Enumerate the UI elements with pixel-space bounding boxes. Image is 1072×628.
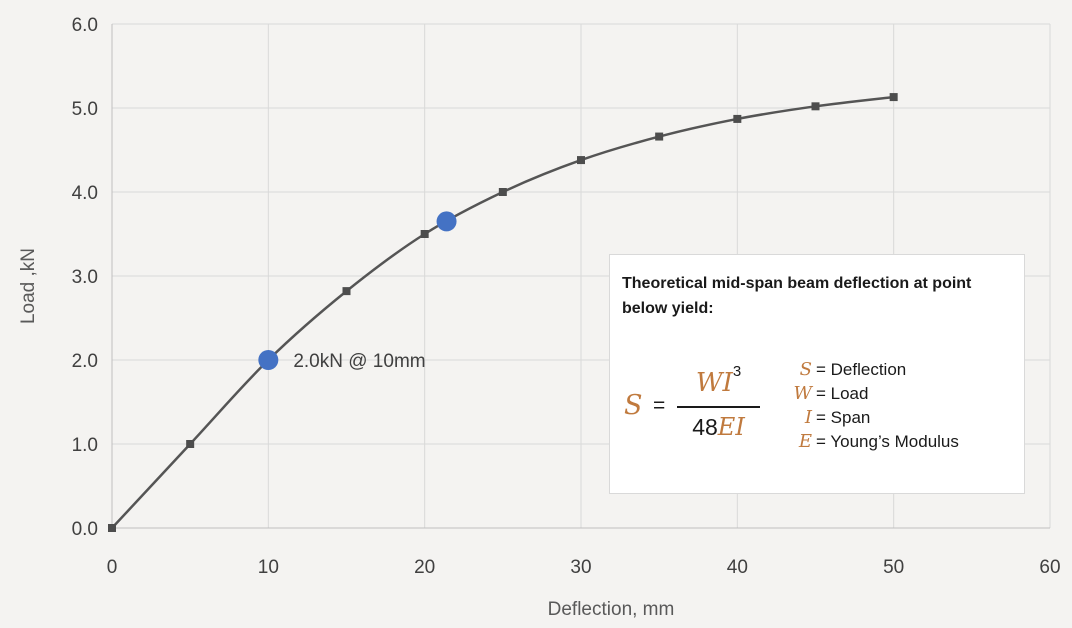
y-tick-label: 2.0 [72,351,98,372]
axes [111,24,1050,529]
data-point-marker [655,132,664,141]
legend-text: = Deflection [816,360,907,379]
y-tick-label: 1.0 [72,435,98,456]
data-point-marker [811,102,820,111]
data-point-marker [186,440,195,448]
data-point-marker [733,114,742,123]
data-point-marker [108,524,116,532]
data-point-marker [342,287,351,296]
formula-equals: = [653,394,666,417]
series-line [111,95,894,529]
legend-symbol: I [804,407,812,428]
x-tick-label: 30 [570,557,591,578]
formula-fraction: WI3 48EI [677,363,760,449]
formula-numerator: WI3 [677,363,760,398]
x-axis-title: Deflection, mm [548,599,675,620]
x-tick-label: 40 [727,557,748,578]
legend-symbol: E [798,431,812,452]
data-point-marker [889,93,898,102]
formula-lhs: S [624,390,643,421]
y-tick-label: 5.0 [72,99,98,120]
legend-symbol: S [799,359,812,380]
formula-legend-item: I = Span [786,406,1022,430]
highlight-points: 2.0kN @ 10mm [258,211,457,372]
legend-symbol: W [793,383,812,404]
formula-denominator-coefficient: 48 [692,414,718,440]
y-tick-label: 0.0 [72,519,98,540]
formula-exponent: 3 [732,363,742,380]
y-tick-label: 6.0 [72,15,98,36]
formula-denominator-vars: EI [717,413,745,441]
tick-labels: 0.0 1.0 2.0 3.0 4.0 5.0 6.0 0 10 20 30 40 50 60 [72,15,1061,578]
formula-denominator: 48EI [677,413,760,441]
legend-text: = Load [816,384,869,403]
formula-legend-item: S = Deflection [786,358,1022,382]
x-tick-label: 20 [414,557,435,578]
highlight-point-label: 2.0kN @ 10mm [293,351,425,372]
y-tick-label: 3.0 [72,267,98,288]
x-tick-label: 0 [107,557,118,578]
series-path [111,95,894,529]
formula-legend-item: E = Young’s Modulus [786,430,1022,454]
y-tick-label: 4.0 [72,183,98,204]
x-tick-label: 60 [1039,557,1060,578]
highlight-point [436,211,457,232]
formula-legend: S = Deflection W = Load I = Span E = Young’s… [786,358,1022,454]
legend-text: = Young’s Modulus [816,432,959,451]
highlight-point [258,350,279,370]
x-tick-label: 50 [883,557,904,578]
data-point-marker [577,156,585,165]
y-axis-title: Load ,kN [18,248,39,324]
data-point-marker [420,230,429,238]
x-tick-label: 10 [258,557,279,578]
formula-fraction-bar [677,406,760,408]
formula-numerator-vars: WI [695,368,733,398]
legend-text: = Span [816,408,871,427]
data-point-marker [498,188,507,196]
deflection-formula: S = WI3 48EI [624,363,784,449]
formula-annotation-box: Theoretical mid-span beam deflection at … [609,254,1025,494]
formula-box-title: Theoretical mid-span beam deflection at … [622,275,972,317]
formula-legend-item: W = Load [786,382,1022,406]
